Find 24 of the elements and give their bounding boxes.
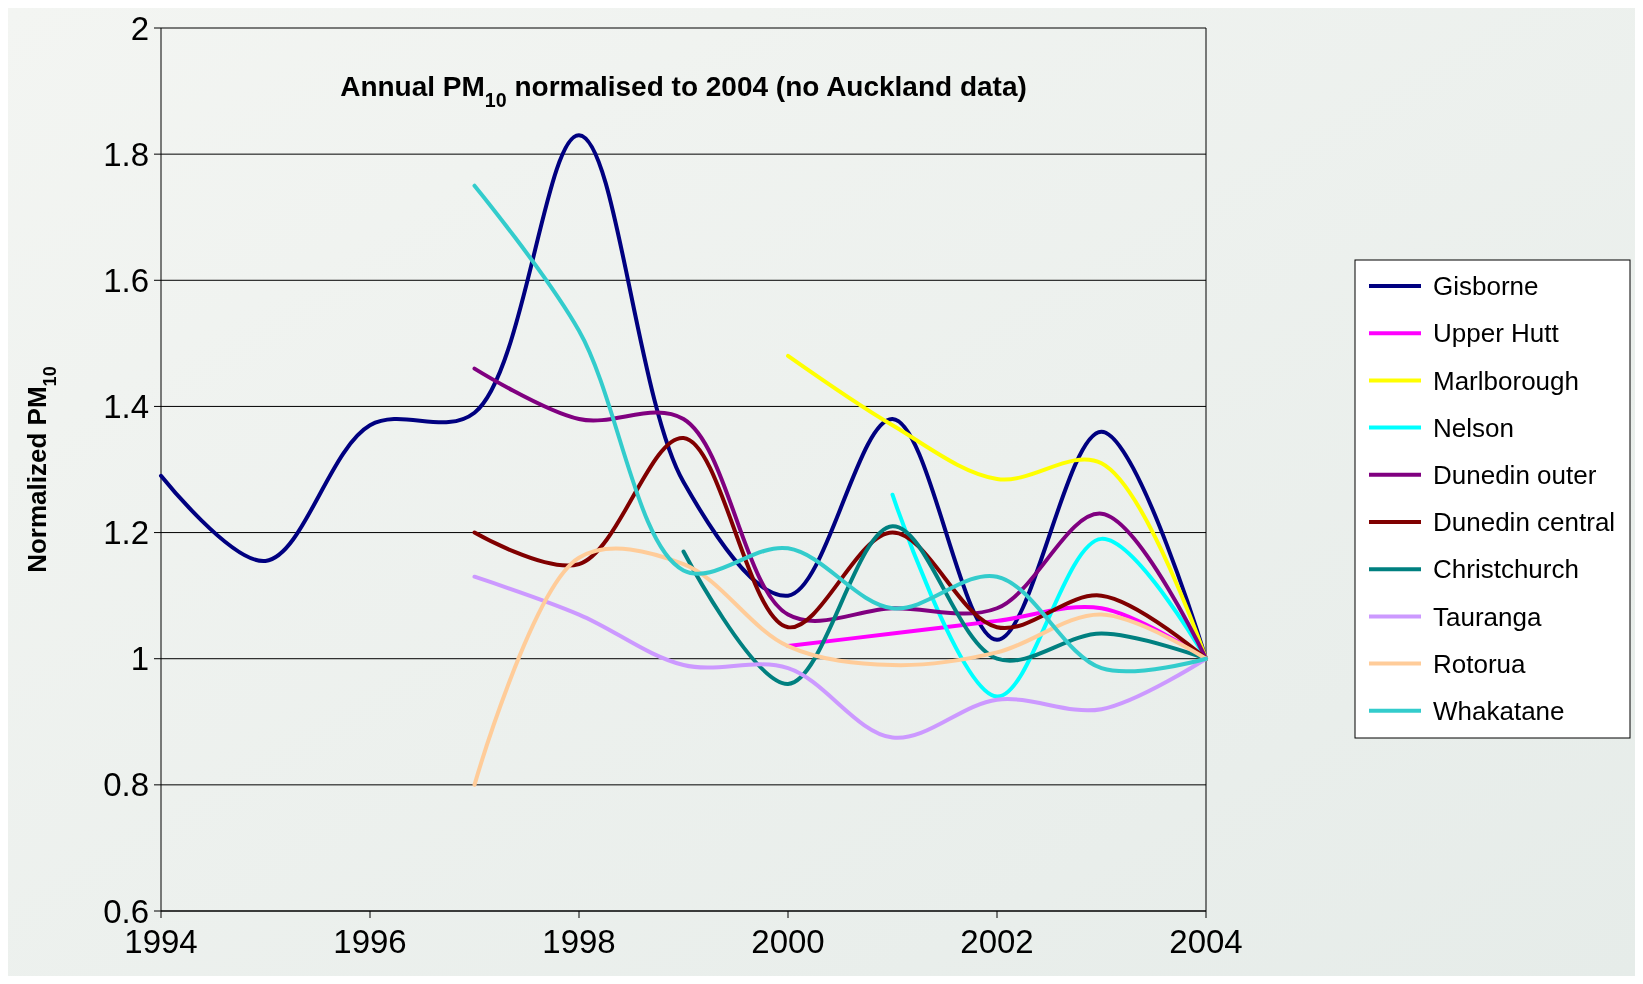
y-tick-label: 1.8 [103,135,149,173]
x-tick-label: 2004 [1169,923,1243,960]
y-tick-label: 2 [130,9,149,47]
legend-label: Tauranga [1433,601,1542,632]
x-tick-label: 2000 [751,923,825,960]
legend-label: Marlborough [1433,365,1579,396]
legend-label: Gisborne [1433,271,1539,302]
text: Annual PM$_{10}$ normalised to 2004 (no Auckland data) [340,71,1027,111]
legend-label: Upper Hutt [1433,318,1560,349]
line-series [472,574,1208,740]
legend-label: Dunedin central [1433,507,1616,538]
y-tick-label: 1.4 [103,387,149,425]
legend-label: Nelson [1433,412,1514,443]
x-tick-label: 2002 [960,923,1034,960]
y-tick-label: 1 [130,640,149,678]
y-tick-label: 0.8 [103,766,149,804]
y-tick-label: 1.2 [103,514,149,552]
x-tick-label: 1998 [542,923,616,960]
legend-label: Christchurch [1433,554,1579,585]
legend-label: Whakatane [1433,695,1565,726]
legend-label: Rotorua [1433,648,1527,679]
x-tick-label: 1996 [333,923,407,960]
y-tick-label: 1.6 [103,261,149,299]
legend-label: Dunedin outer [1433,459,1597,490]
